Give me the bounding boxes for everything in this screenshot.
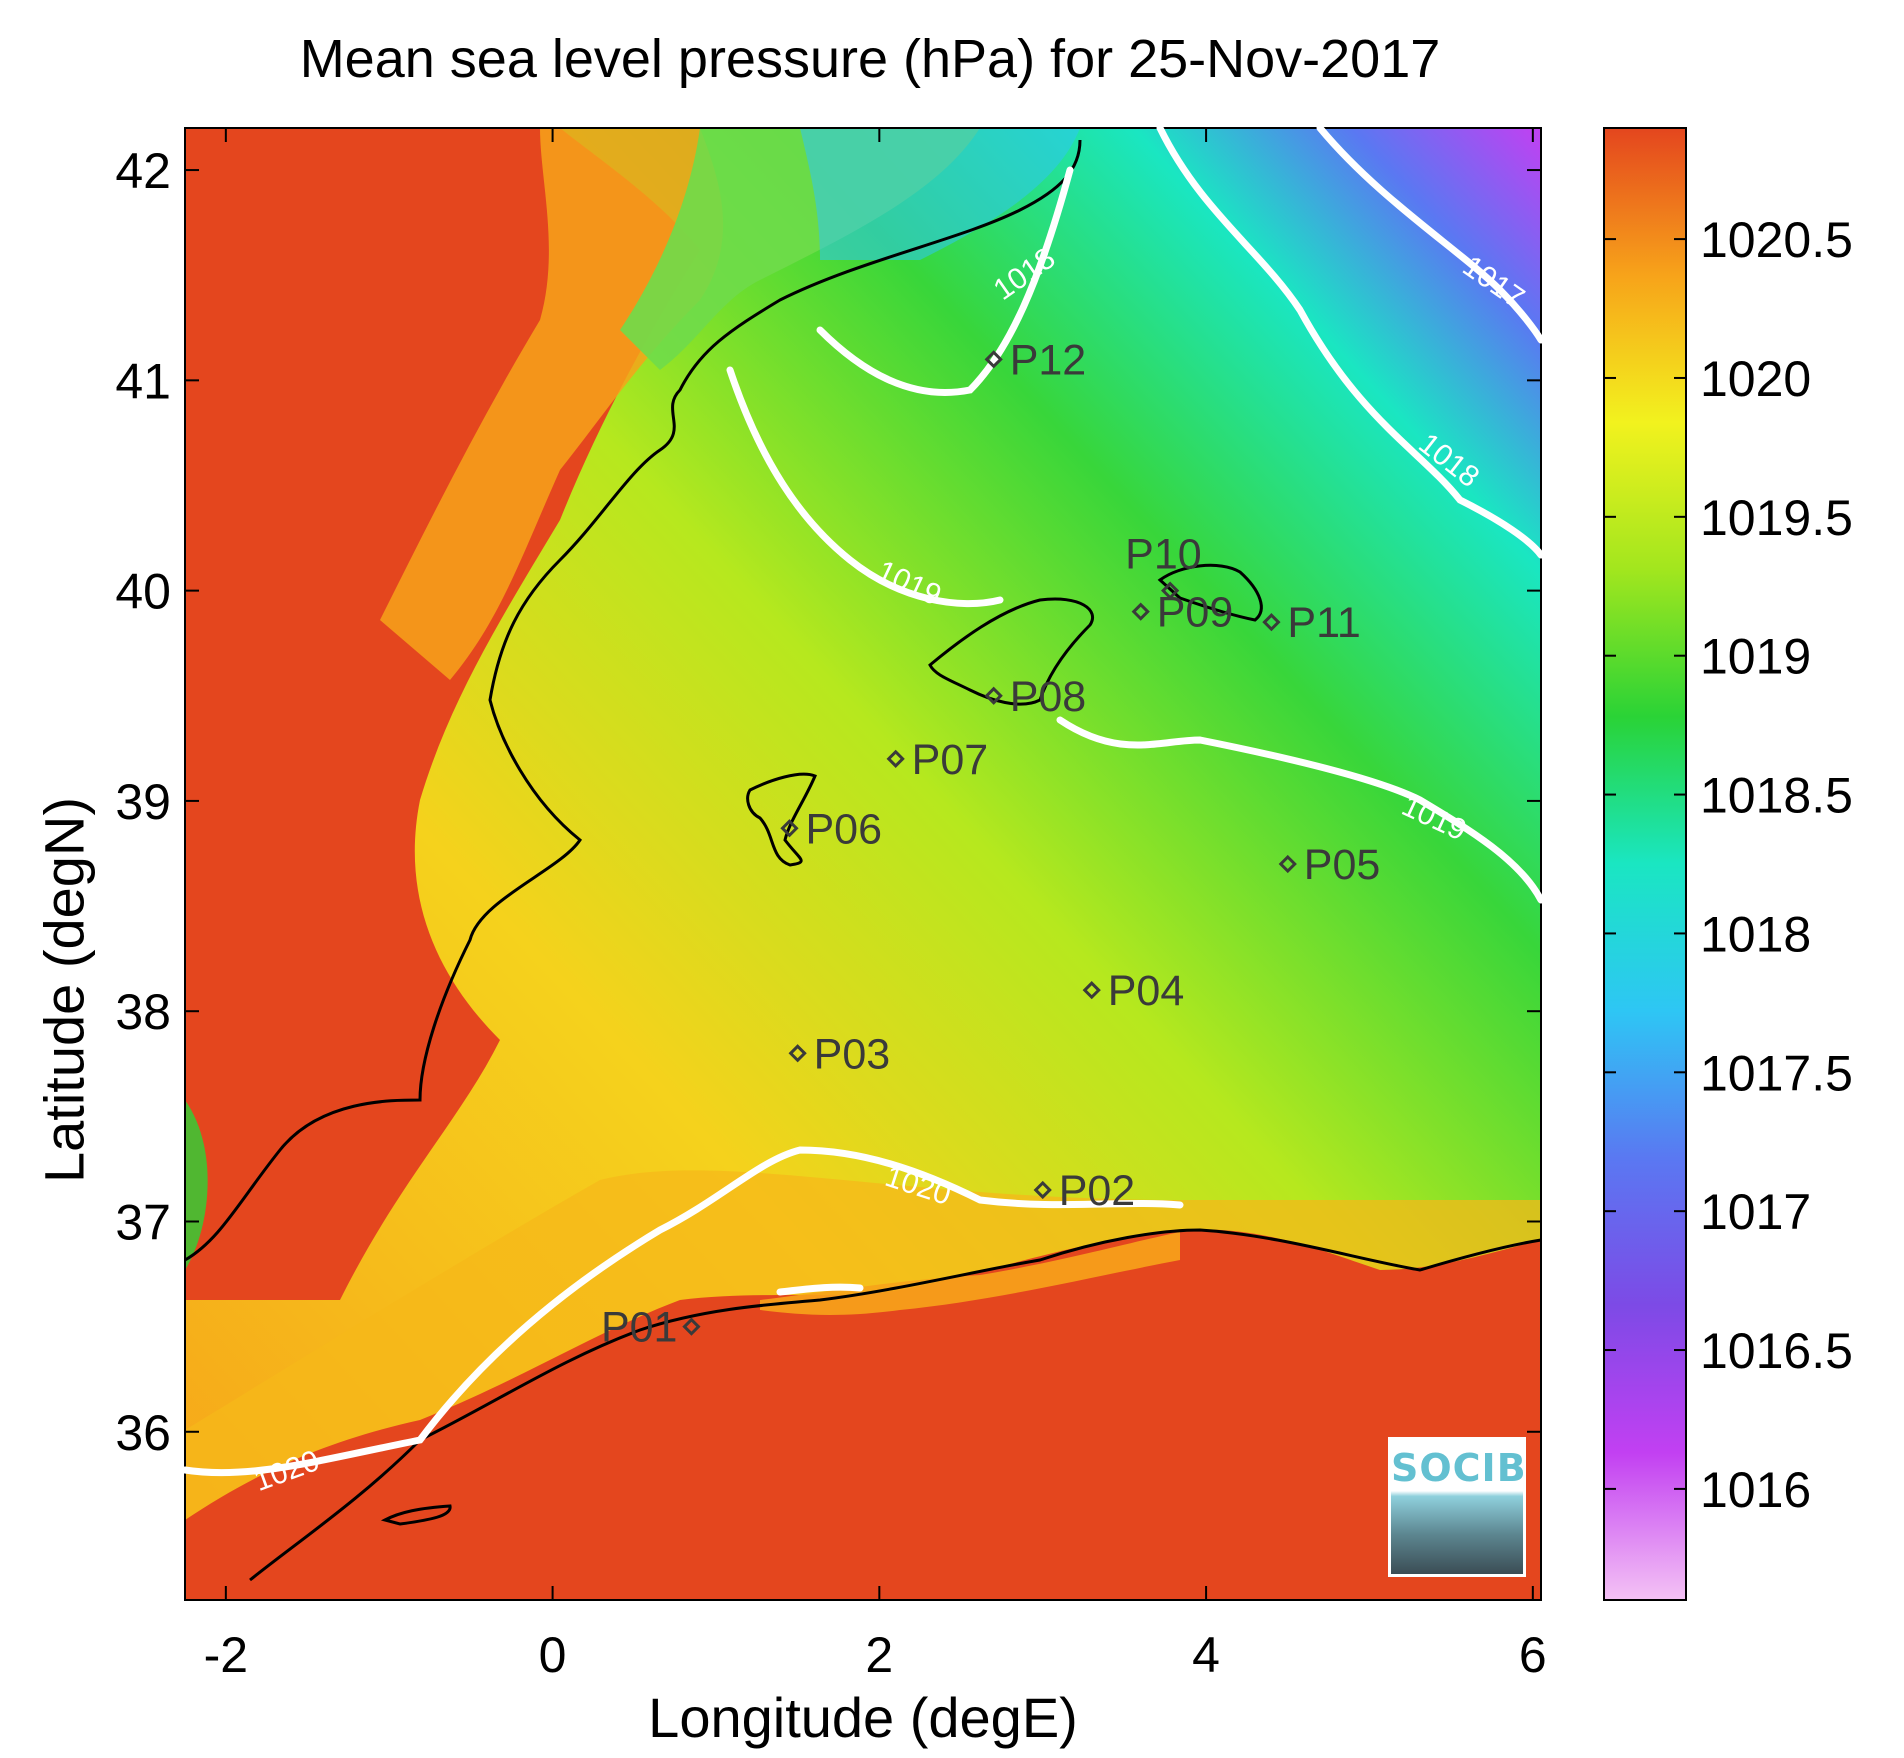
contour-1018 xyxy=(1156,124,1545,559)
coastline-africa xyxy=(249,1228,1542,1582)
contour-1019 xyxy=(1056,716,1545,904)
station-marker xyxy=(1131,602,1150,621)
station-marker xyxy=(1262,613,1281,632)
contours xyxy=(181,124,1545,1477)
contour-1017 xyxy=(1316,124,1545,344)
coastlines xyxy=(184,139,1542,1582)
station-label: P03 xyxy=(814,1030,891,1078)
socib-logo: SOCIB xyxy=(1388,1437,1526,1577)
station-label: P01 xyxy=(601,1304,678,1352)
coastline-alboran xyxy=(380,1504,452,1526)
station-label: P06 xyxy=(805,805,882,853)
logo-text: SOCIB xyxy=(1391,1446,1526,1490)
contour-1020 xyxy=(181,1146,1184,1477)
colorbar-tick-label: 1019.5 xyxy=(1700,490,1853,546)
contour-1020-africa xyxy=(776,1283,864,1296)
station-marker xyxy=(1082,981,1101,1000)
x-axis-label: Longitude (degE) xyxy=(648,1686,1078,1749)
station-marker xyxy=(1033,1180,1052,1200)
station-label: P08 xyxy=(1010,673,1087,721)
y-axis-label: Latitude (degN) xyxy=(32,796,96,1184)
x-tick-label: 4 xyxy=(1192,1627,1220,1683)
y-tick-label: 37 xyxy=(115,1194,171,1250)
x-tick-label: 6 xyxy=(1519,1627,1547,1683)
pressure-field xyxy=(185,128,1541,1600)
coastline-ibiza xyxy=(746,772,817,867)
station-label: P12 xyxy=(1010,336,1087,384)
y-tick-label: 36 xyxy=(115,1405,171,1461)
chart-title: Mean sea level pressure (hPa) for 25-Nov… xyxy=(299,29,1441,89)
plot-frame xyxy=(184,127,1542,1601)
colorbar-tick-label: 1016 xyxy=(1700,1462,1811,1518)
station-label: P02 xyxy=(1059,1167,1136,1215)
y-tick-label: 39 xyxy=(115,774,171,830)
station-marker xyxy=(1161,581,1180,600)
colorbar-tick-label: 1018 xyxy=(1700,906,1811,962)
contour-1019-north xyxy=(726,366,1004,608)
station-label: P05 xyxy=(1304,841,1381,889)
station-marker xyxy=(984,686,1003,705)
x-tick-label: 2 xyxy=(865,1627,893,1683)
coastline-mallorca xyxy=(928,597,1094,706)
station-marker xyxy=(780,819,799,838)
contour-1018-north xyxy=(816,166,1074,396)
station-label: P10 xyxy=(1125,531,1202,579)
colorbar-tick-label: 1017 xyxy=(1700,1184,1811,1240)
colorbar-tick-label: 1019 xyxy=(1700,629,1811,685)
y-tick-label: 41 xyxy=(115,353,171,409)
station-marker xyxy=(984,350,1003,369)
coastline-menorca xyxy=(1157,563,1263,622)
colorbar-tick-label: 1020.5 xyxy=(1700,212,1853,268)
station-marker xyxy=(886,749,905,768)
station-marker xyxy=(788,1044,807,1063)
colorbar-tick-label: 1020 xyxy=(1700,351,1811,407)
coastline-iberia xyxy=(184,139,1082,1262)
y-tick-label: 42 xyxy=(115,143,171,199)
station-label: P04 xyxy=(1108,967,1185,1015)
station-label: P07 xyxy=(912,736,989,784)
y-tick-label: 38 xyxy=(115,984,171,1040)
station-marker xyxy=(1278,854,1297,874)
colorbar-tick-label: 1018.5 xyxy=(1700,768,1853,824)
x-tick-label: -2 xyxy=(204,1627,248,1683)
y-tick-label: 40 xyxy=(115,564,171,620)
colorbar xyxy=(1603,127,1687,1601)
colorbar-tick-label: 1016.5 xyxy=(1700,1323,1853,1379)
station-marker xyxy=(682,1317,701,1336)
station-label: P11 xyxy=(1287,599,1360,647)
x-tick-label: 0 xyxy=(539,1627,567,1683)
colorbar-tick-label: 1017.5 xyxy=(1700,1045,1853,1101)
